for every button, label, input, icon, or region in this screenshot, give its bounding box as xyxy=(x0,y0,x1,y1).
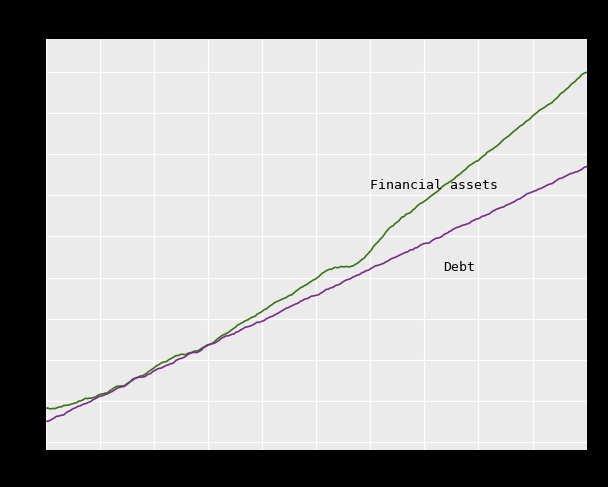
Text: Financial assets: Financial assets xyxy=(370,179,499,192)
Text: Debt: Debt xyxy=(443,262,475,275)
